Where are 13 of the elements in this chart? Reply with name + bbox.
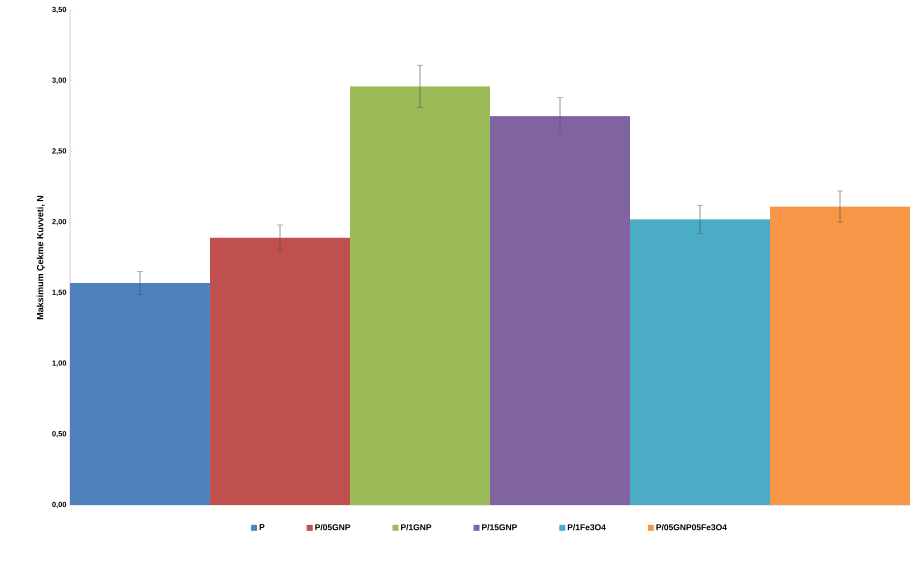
- bar: [70, 282, 210, 505]
- legend-label: P: [260, 524, 264, 530]
- bar: [630, 219, 770, 505]
- bar: [210, 238, 350, 505]
- legend-label: P/1Fe3O4: [568, 524, 606, 530]
- legend-label: P/15GNP: [482, 524, 517, 530]
- legend-label: P/05GNP05Fe3O4: [656, 524, 727, 530]
- legend-label: P/1GNP: [401, 524, 432, 530]
- bar: [770, 206, 910, 505]
- bar: [350, 86, 490, 505]
- y-axis-title: Maksimum Çekme Kuvveti, N: [36, 196, 46, 320]
- legend-label: P/05GNP: [315, 524, 350, 530]
- bar: [490, 116, 630, 505]
